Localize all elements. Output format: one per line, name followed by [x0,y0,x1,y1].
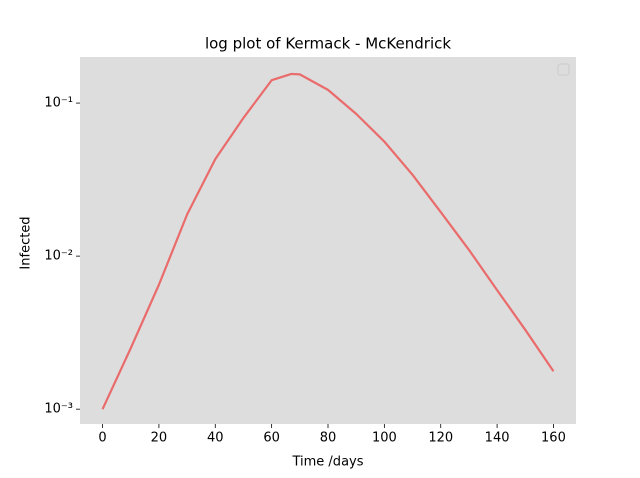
x-tick-label: 100 [372,431,397,446]
y-axis-label: Infected [19,216,34,269]
x-axis-label: Time /days [291,455,363,470]
chart-title: log plot of Kermack - McKendrick [205,35,451,53]
x-tick-label: 40 [207,431,224,446]
legend-box [557,63,570,76]
x-tick-label: 60 [263,431,280,446]
x-tick-label: 120 [428,431,453,446]
plot-area [80,57,576,424]
data-line [101,72,555,410]
y-tick-label: 10⁻³ [44,402,73,417]
x-tick-label: 0 [98,431,106,446]
x-tick-label: 20 [151,431,168,446]
x-tick-label: 160 [541,431,566,446]
y-tick-label: 10⁻² [44,249,73,264]
x-tick-label: 80 [320,431,337,446]
y-tick-label: 10⁻¹ [44,96,73,111]
x-tick-label: 140 [485,431,510,446]
